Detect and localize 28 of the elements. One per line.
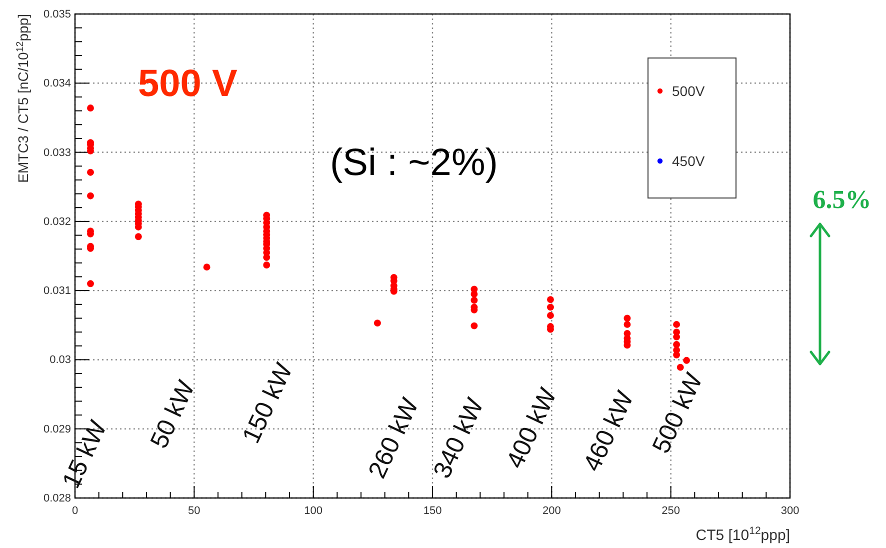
x-axis-title: CT5 [10$^{12}$ppp] <box>696 525 790 544</box>
annotation: 260 kW <box>363 394 424 483</box>
legend-label: 450V <box>672 153 706 169</box>
x-tick-label: 0 <box>72 504 78 517</box>
y-tick-label: 0.035 <box>43 8 71 21</box>
y-tick-label: 0.034 <box>43 78 71 90</box>
y-tick-label: 0.031 <box>43 285 71 298</box>
x-tick-label: 150 <box>423 504 442 517</box>
annotation: 150 kW <box>237 358 298 448</box>
annotation: 500 V <box>138 63 238 105</box>
y-tick-label: 0.033 <box>43 146 71 159</box>
annotation: 340 kW <box>428 394 490 483</box>
annotation: 50 kW <box>145 376 201 453</box>
y-tick-label: 0.032 <box>43 216 71 228</box>
y-tick-label: 0.028 <box>43 492 71 505</box>
legend-label: 500V <box>672 83 706 99</box>
y-tick-label: 0.03 <box>50 354 71 366</box>
x-tick-label: 300 <box>780 504 800 517</box>
y-tick-label: 0.029 <box>43 423 71 436</box>
x-tick-label: 250 <box>662 504 680 517</box>
annotation: 400 kW <box>501 384 562 473</box>
x-tick-label: 100 <box>304 504 323 517</box>
annotation: 460 kW <box>578 386 640 476</box>
text: 6.5% <box>812 185 872 214</box>
x-tick-label: 50 <box>188 504 200 517</box>
annotation: (Si : ~2%) <box>330 142 498 184</box>
x-tick-label: 200 <box>542 504 561 517</box>
annotation: 500 kW <box>647 368 708 458</box>
